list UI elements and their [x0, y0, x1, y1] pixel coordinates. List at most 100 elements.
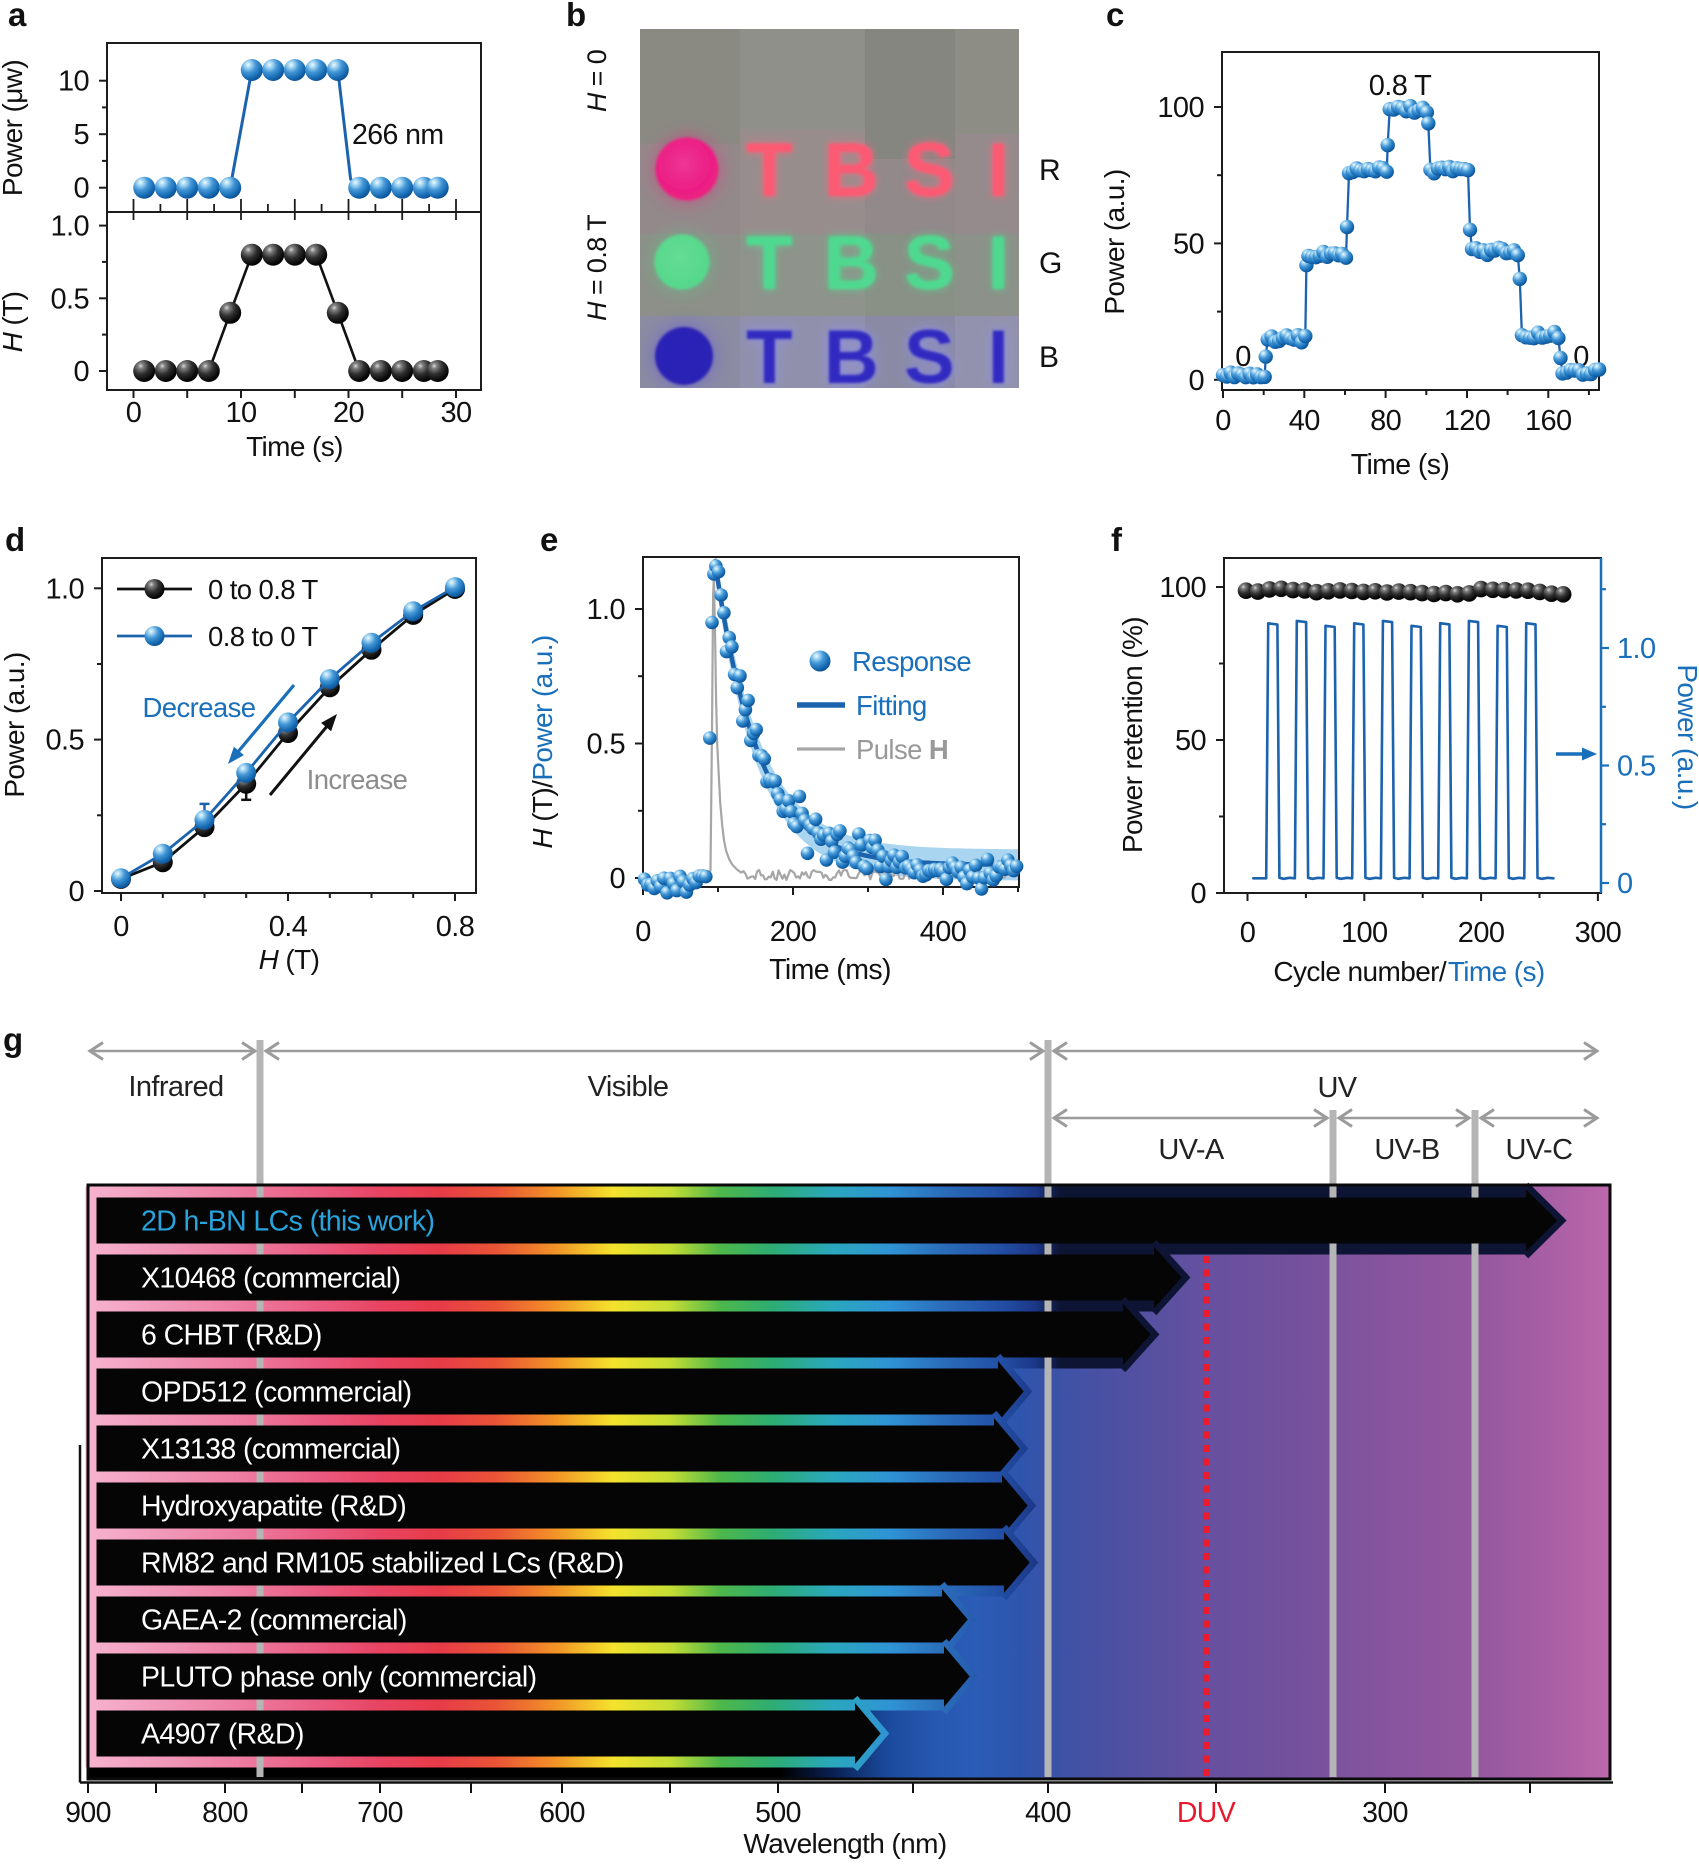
- svg-text:600: 600: [539, 1797, 585, 1829]
- svg-text:0: 0: [113, 911, 129, 943]
- svg-text:I: I: [988, 221, 1009, 306]
- svg-text:0.8 T: 0.8 T: [1369, 70, 1432, 102]
- svg-text:200: 200: [1458, 917, 1505, 949]
- svg-text:800: 800: [202, 1797, 248, 1829]
- svg-text:0: 0: [73, 173, 89, 205]
- svg-text:700: 700: [357, 1797, 403, 1829]
- svg-text:Pulse H: Pulse H: [856, 734, 948, 765]
- svg-text:e: e: [540, 521, 558, 558]
- svg-text:H = 0.8 T: H = 0.8 T: [582, 215, 612, 321]
- svg-text:T: T: [746, 128, 792, 213]
- svg-text:S: S: [904, 128, 954, 213]
- svg-text:PLUTO phase only (commercial): PLUTO phase only (commercial): [141, 1662, 536, 1694]
- svg-text:20: 20: [333, 397, 364, 429]
- svg-text:Visible: Visible: [588, 1071, 669, 1103]
- svg-text:H = 0: H = 0: [582, 50, 612, 112]
- svg-text:10: 10: [225, 397, 256, 429]
- svg-text:T: T: [746, 315, 792, 400]
- svg-text:T: T: [746, 221, 792, 306]
- svg-text:I: I: [988, 315, 1009, 400]
- svg-text:900: 900: [65, 1797, 111, 1829]
- svg-text:0 to 0.8 T: 0 to 0.8 T: [208, 574, 318, 605]
- svg-text:T: T: [746, 315, 792, 400]
- svg-text:0.8 to 0 T: 0.8 to 0 T: [208, 621, 318, 652]
- svg-text:2D h-BN LCs (this work): 2D h-BN LCs (this work): [141, 1206, 434, 1238]
- svg-text:B: B: [824, 315, 878, 400]
- svg-text:400: 400: [920, 916, 967, 948]
- svg-text:S: S: [904, 221, 954, 306]
- svg-text:200: 200: [770, 916, 817, 948]
- svg-text:100: 100: [1159, 572, 1206, 604]
- svg-text:B: B: [824, 128, 878, 213]
- svg-text:0: 0: [1617, 868, 1633, 900]
- svg-text:0: 0: [609, 863, 625, 895]
- svg-text:0: 0: [1215, 405, 1231, 437]
- svg-text:0.4: 0.4: [269, 911, 308, 943]
- svg-text:1.0: 1.0: [586, 594, 625, 626]
- svg-text:UV-B: UV-B: [1374, 1134, 1439, 1166]
- svg-text:OPD512 (commercial): OPD512 (commercial): [141, 1377, 412, 1409]
- svg-text:b: b: [566, 0, 586, 33]
- svg-text:50: 50: [1175, 725, 1206, 757]
- svg-text:Infrared: Infrared: [128, 1071, 223, 1103]
- svg-text:Time (s): Time (s): [1351, 449, 1450, 481]
- svg-text:I: I: [988, 315, 1009, 400]
- svg-text:Power (a.u.): Power (a.u.): [1672, 664, 1699, 809]
- svg-text:100: 100: [1341, 917, 1388, 949]
- svg-text:40: 40: [1289, 405, 1320, 437]
- svg-text:0.5: 0.5: [586, 729, 625, 761]
- svg-text:100: 100: [1157, 92, 1204, 124]
- svg-text:S: S: [904, 221, 954, 306]
- svg-text:Decrease: Decrease: [143, 692, 256, 723]
- svg-text:B: B: [824, 315, 878, 400]
- svg-text:1.0: 1.0: [1617, 633, 1656, 665]
- svg-text:10: 10: [58, 66, 89, 98]
- svg-text:0.5: 0.5: [1617, 751, 1656, 783]
- svg-text:I: I: [988, 128, 1009, 213]
- svg-text:500: 500: [755, 1797, 801, 1829]
- svg-text:Hydroxyapatite (R&D): Hydroxyapatite (R&D): [141, 1491, 406, 1523]
- svg-text:X10468 (commercial): X10468 (commercial): [141, 1263, 400, 1295]
- svg-text:160: 160: [1525, 405, 1572, 437]
- svg-text:S: S: [904, 315, 954, 400]
- svg-text:Power retention (%): Power retention (%): [1117, 617, 1148, 853]
- svg-text:120: 120: [1444, 405, 1491, 437]
- svg-text:Power (a.u.): Power (a.u.): [0, 652, 30, 797]
- svg-text:UV-C: UV-C: [1506, 1134, 1573, 1166]
- svg-text:B: B: [1039, 341, 1058, 374]
- svg-text:T: T: [746, 315, 792, 400]
- svg-text:0: 0: [1188, 365, 1204, 397]
- svg-text:300: 300: [1362, 1797, 1408, 1829]
- svg-text:0: 0: [1190, 878, 1206, 910]
- svg-text:0.5: 0.5: [50, 283, 89, 315]
- svg-text:0: 0: [1240, 917, 1256, 949]
- svg-text:G: G: [1039, 247, 1062, 280]
- svg-text:1.0: 1.0: [50, 211, 89, 243]
- svg-text:UV-A: UV-A: [1158, 1134, 1225, 1166]
- svg-text:0: 0: [68, 876, 84, 908]
- svg-text:Increase: Increase: [307, 764, 408, 795]
- svg-text:400: 400: [1025, 1797, 1071, 1829]
- svg-text:0: 0: [73, 356, 89, 388]
- svg-text:B: B: [824, 128, 878, 213]
- svg-text:80: 80: [1370, 405, 1401, 437]
- svg-text:Cycle number/ Time (s): Cycle number/ Time (s): [1273, 956, 1544, 987]
- svg-text:266 nm: 266 nm: [352, 119, 443, 151]
- svg-text:0.5: 0.5: [45, 725, 84, 757]
- svg-text:f: f: [1111, 521, 1123, 558]
- svg-text:I: I: [988, 128, 1009, 213]
- svg-text:300: 300: [1575, 917, 1622, 949]
- svg-text:T: T: [746, 221, 792, 306]
- svg-text:Fitting: Fitting: [856, 690, 927, 721]
- svg-text:a: a: [8, 0, 27, 33]
- svg-text:1.0: 1.0: [45, 573, 84, 605]
- svg-text:UV: UV: [1317, 1072, 1357, 1104]
- svg-text:S: S: [904, 315, 954, 400]
- svg-text:Time (ms): Time (ms): [769, 954, 891, 986]
- svg-text:I: I: [988, 315, 1009, 400]
- svg-text:g: g: [3, 1021, 23, 1058]
- svg-text:I: I: [988, 221, 1009, 306]
- svg-text:30: 30: [440, 397, 471, 429]
- svg-text:H (T)/Power (a.u.): H (T)/Power (a.u.): [527, 635, 558, 848]
- svg-text:6 CHBT (R&D): 6 CHBT (R&D): [141, 1320, 322, 1352]
